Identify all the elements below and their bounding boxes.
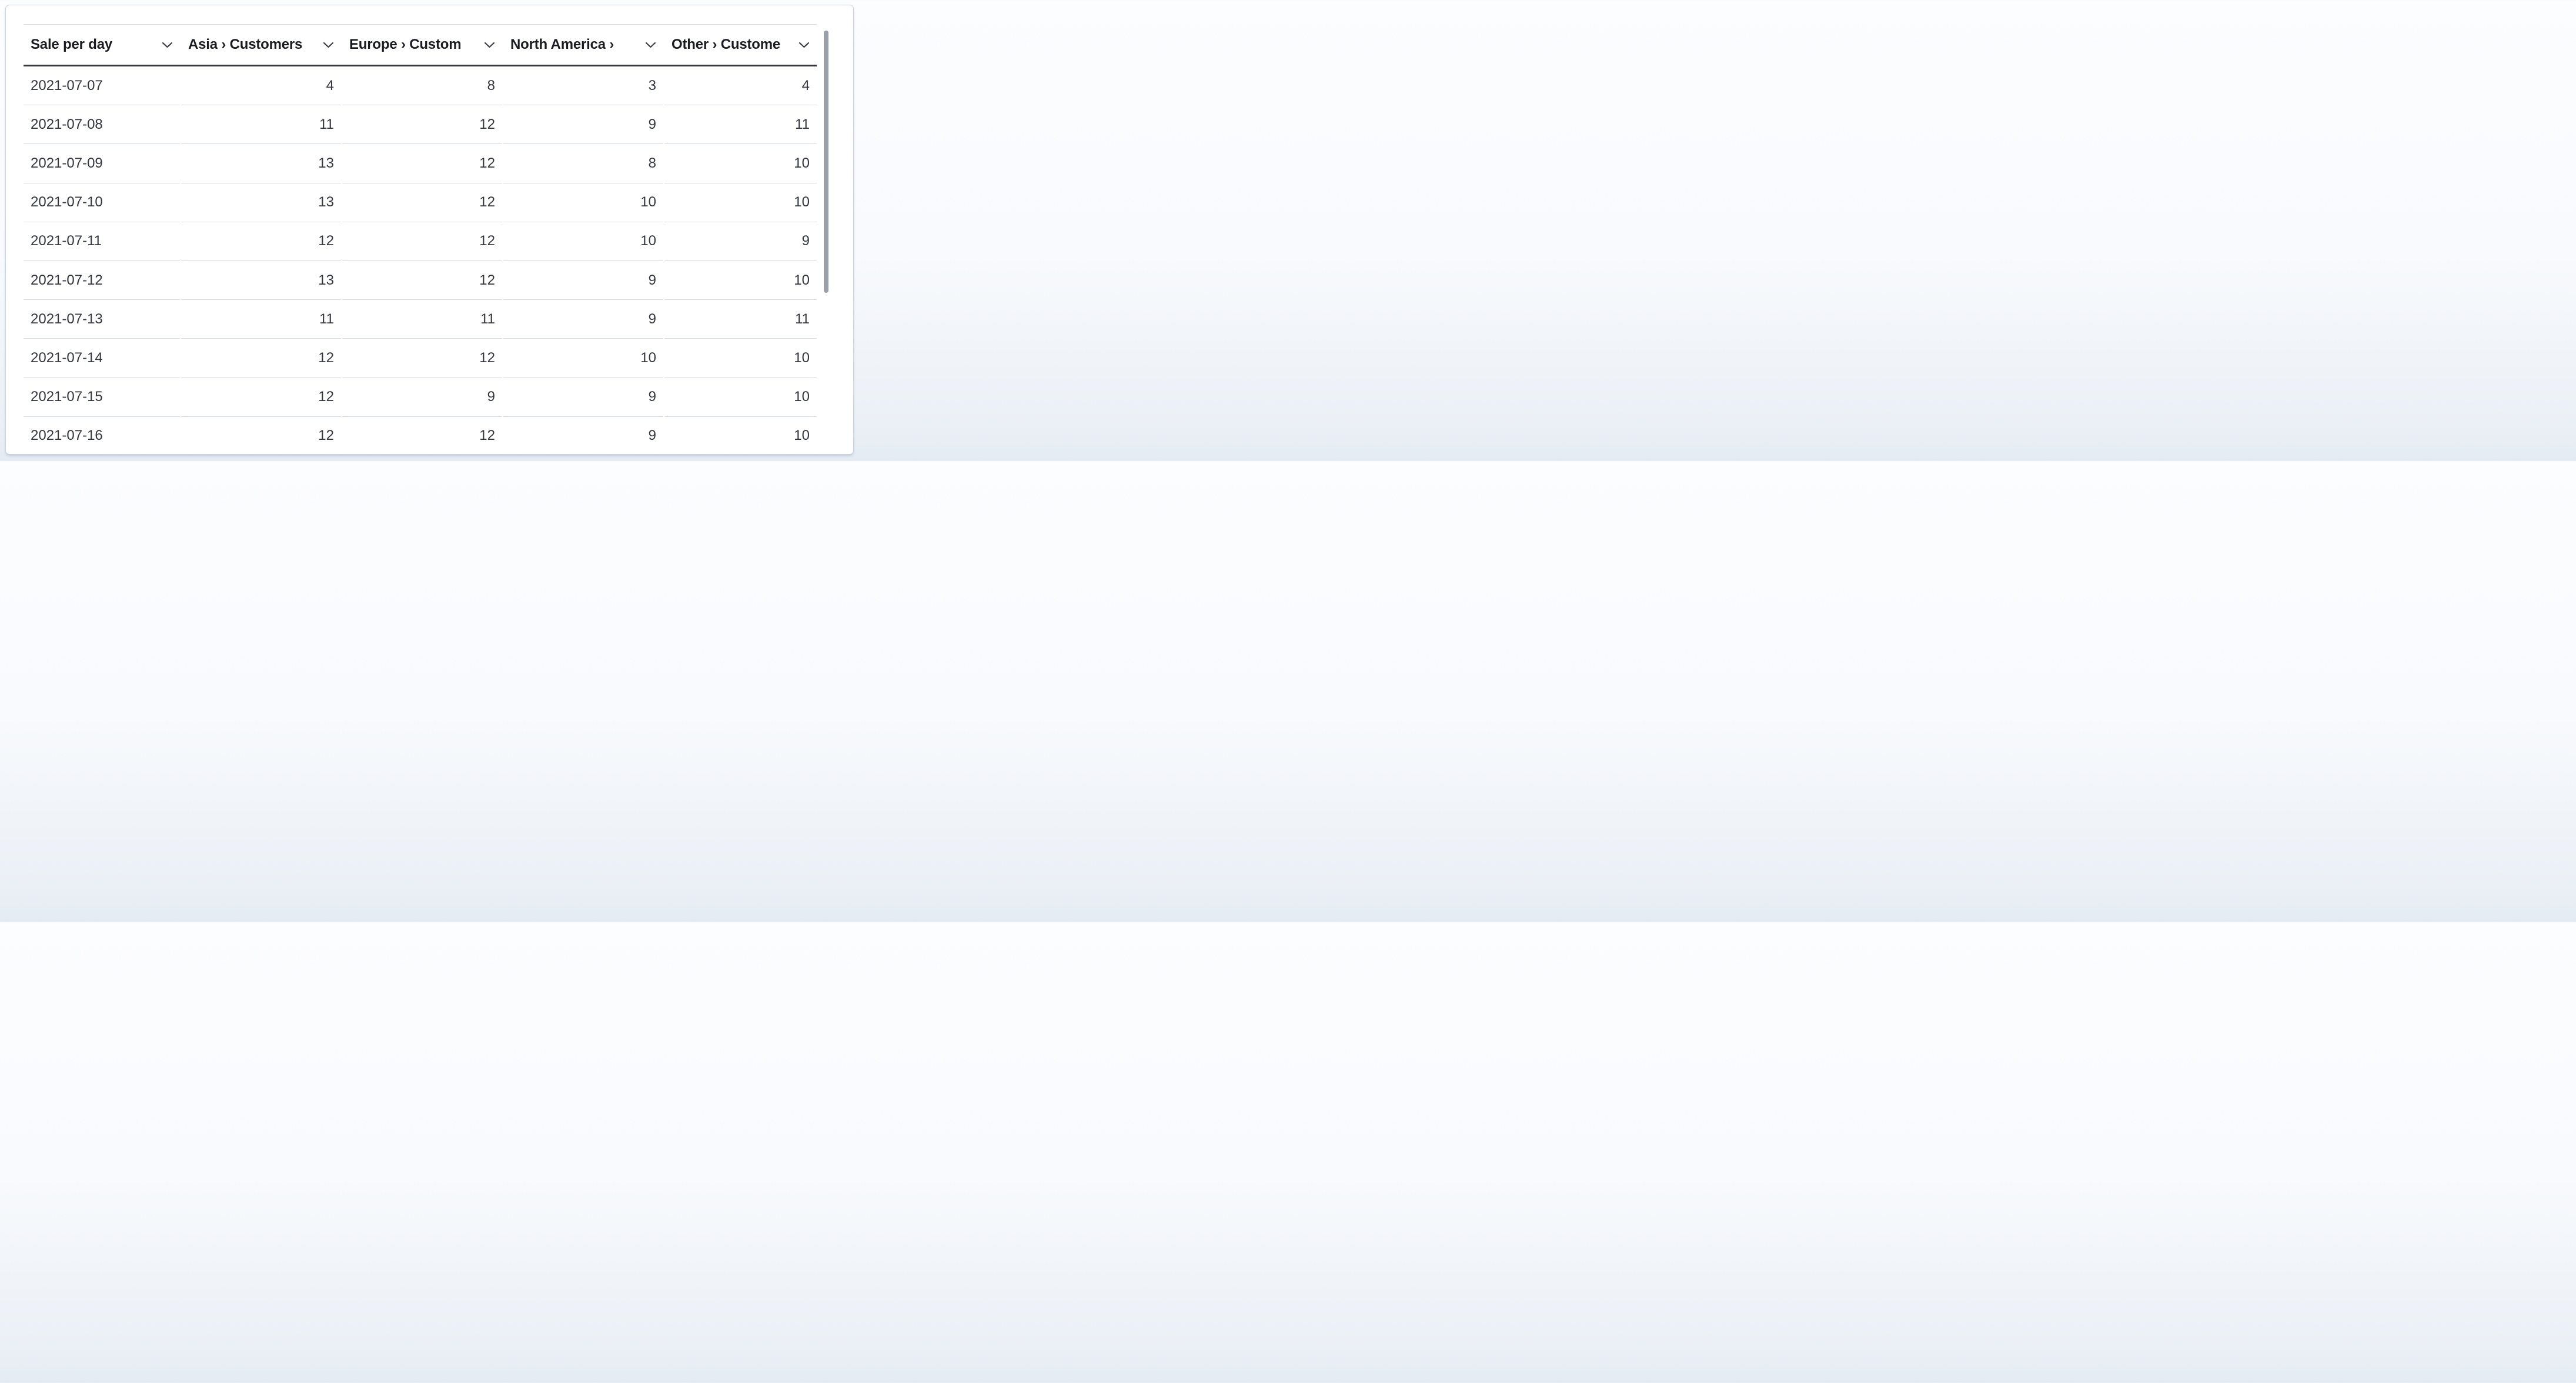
value-cell: 9 (503, 105, 663, 145)
column-header-europe[interactable]: Europe › Custom (342, 25, 502, 65)
date-cell: 2021-07-11 (24, 222, 180, 261)
value-cell: 11 (664, 300, 817, 339)
chevron-down-icon (484, 42, 495, 48)
value-cell: 9 (503, 378, 663, 417)
vertical-scrollbar-thumb[interactable] (824, 31, 828, 293)
value-cell: 9 (664, 222, 817, 261)
value-cell: 10 (503, 222, 663, 261)
value-cell: 12 (181, 378, 341, 417)
table-row: 2021-07-09 13 12 8 10 (24, 144, 817, 183)
table-row: 2021-07-11 12 12 10 9 (24, 222, 817, 261)
value-cell: 12 (342, 339, 502, 378)
value-cell: 10 (503, 183, 663, 222)
value-cell: 12 (342, 417, 502, 454)
table-row: 2021-07-07 4 8 3 4 (24, 66, 817, 106)
date-cell: 2021-07-16 (24, 417, 180, 454)
date-cell: 2021-07-09 (24, 144, 180, 183)
column-header-label: Other › Custome (671, 36, 781, 52)
value-cell: 12 (342, 261, 502, 300)
date-cell: 2021-07-08 (24, 105, 180, 145)
table-row: 2021-07-16 12 12 9 10 (24, 417, 817, 454)
chevron-down-icon (162, 42, 173, 48)
date-cell: 2021-07-15 (24, 378, 180, 417)
value-cell: 10 (664, 144, 817, 183)
value-cell: 9 (503, 417, 663, 454)
value-cell: 12 (181, 417, 341, 454)
value-cell: 10 (664, 417, 817, 454)
table-row: 2021-07-15 12 9 9 10 (24, 378, 817, 417)
value-cell: 12 (181, 222, 341, 261)
table-row: 2021-07-13 11 11 9 11 (24, 300, 817, 339)
date-cell: 2021-07-10 (24, 183, 180, 222)
column-header-sale_per_day[interactable]: Sale per day (24, 25, 180, 65)
chevron-down-icon (323, 42, 334, 48)
data-table: Sale per day Asia › Customers Europe › Cus… (24, 24, 817, 454)
value-cell: 11 (181, 300, 341, 339)
value-cell: 11 (181, 105, 341, 145)
table-row: 2021-07-12 13 12 9 10 (24, 261, 817, 300)
column-header-other[interactable]: Other › Custome (664, 25, 817, 65)
column-header-label: Sale per day (31, 36, 113, 52)
value-cell: 9 (503, 300, 663, 339)
value-cell: 8 (342, 66, 502, 106)
date-cell: 2021-07-07 (24, 66, 180, 106)
column-header-label: North America › (510, 36, 614, 52)
value-cell: 10 (503, 339, 663, 378)
chevron-down-icon (798, 42, 810, 48)
date-cell: 2021-07-13 (24, 300, 180, 339)
value-cell: 10 (664, 339, 817, 378)
value-cell: 9 (342, 378, 502, 417)
value-cell: 13 (181, 183, 341, 222)
column-header-north_america[interactable]: North America › (503, 25, 663, 65)
value-cell: 10 (664, 378, 817, 417)
value-cell: 10 (664, 261, 817, 300)
date-cell: 2021-07-14 (24, 339, 180, 378)
value-cell: 11 (664, 105, 817, 145)
chevron-down-icon (645, 42, 656, 48)
value-cell: 12 (342, 144, 502, 183)
value-cell: 4 (664, 66, 817, 106)
value-cell: 12 (342, 105, 502, 145)
column-header-asia[interactable]: Asia › Customers (181, 25, 341, 65)
table-header-row: Sale per day Asia › Customers Europe › Cus… (24, 24, 817, 66)
column-header-label: Europe › Custom (349, 36, 462, 52)
value-cell: 13 (181, 144, 341, 183)
column-header-label: Asia › Customers (188, 36, 303, 52)
value-cell: 8 (503, 144, 663, 183)
date-cell: 2021-07-12 (24, 261, 180, 300)
value-cell: 9 (503, 261, 663, 300)
value-cell: 4 (181, 66, 341, 106)
table-row: 2021-07-14 12 12 10 10 (24, 339, 817, 378)
value-cell: 3 (503, 66, 663, 106)
value-cell: 10 (664, 183, 817, 222)
table-row: 2021-07-08 11 12 9 11 (24, 105, 817, 145)
value-cell: 12 (342, 222, 502, 261)
value-cell: 11 (342, 300, 502, 339)
table-body: 2021-07-07 4 8 3 4 2021-07-08 11 12 9 11 2021-07-0… (24, 66, 817, 454)
value-cell: 12 (342, 183, 502, 222)
value-cell: 12 (181, 339, 341, 378)
value-cell: 13 (181, 261, 341, 300)
datatable-panel: Sale per day Asia › Customers Europe › Cus… (5, 5, 854, 455)
table-row: 2021-07-10 13 12 10 10 (24, 183, 817, 222)
